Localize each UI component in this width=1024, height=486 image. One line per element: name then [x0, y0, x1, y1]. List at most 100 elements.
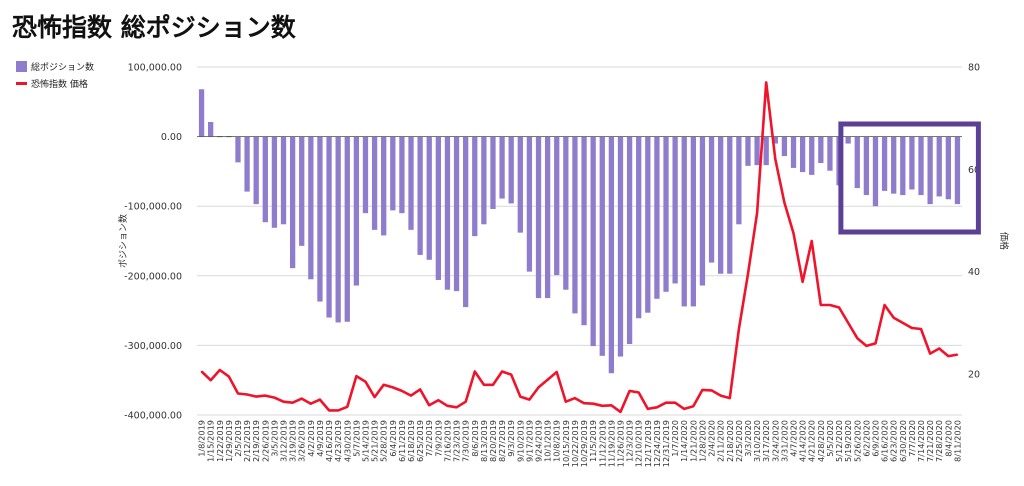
price-point: [346, 406, 349, 408]
price-point: [756, 212, 758, 214]
x-tick-label: 1/7/2020: [670, 420, 680, 457]
bar: [399, 136, 405, 214]
bar: [754, 136, 760, 166]
bar: [854, 136, 860, 189]
y-right-tick-label: 80: [968, 63, 980, 74]
price-point: [546, 378, 549, 381]
legend-item-positions: 総ポジション数: [16, 58, 94, 75]
x-tick-label: 4/9/2019: [315, 420, 325, 457]
bar: [918, 136, 924, 196]
legend: 総ポジション数 恐怖指数 価格: [16, 58, 94, 92]
bar: [617, 136, 624, 357]
price-point: [218, 369, 221, 371]
price-point: [328, 409, 330, 412]
bar: [736, 136, 742, 225]
bar: [362, 136, 369, 214]
price-point: [710, 389, 713, 392]
price-point: [810, 240, 813, 242]
price-point: [728, 397, 731, 399]
bar: [308, 136, 314, 280]
bar: [945, 136, 951, 200]
x-tick-label: 1/22/2019: [215, 420, 225, 462]
bar: [672, 136, 678, 284]
bar: [299, 136, 305, 246]
x-tick-label: 10/8/2019: [552, 420, 562, 462]
y-right-tick-label: 60: [968, 165, 980, 176]
x-tick-label: 10/22/2019: [570, 420, 580, 467]
price-point: [574, 397, 576, 399]
price-point: [273, 396, 276, 399]
x-tick-label: 5/19/2020: [843, 420, 853, 462]
price-point: [455, 406, 458, 409]
x-tick-label: 6/25/2019: [415, 420, 425, 462]
x-tick-label: 7/9/2019: [433, 420, 443, 457]
x-tick-label: 4/16/2019: [324, 420, 334, 462]
x-tick-label: 2/4/2020: [707, 420, 717, 457]
y-right-axis-title: 価格: [998, 232, 1010, 250]
bar: [198, 89, 205, 137]
price-point: [592, 402, 594, 405]
highlight-box: [838, 121, 981, 235]
bar: [554, 136, 560, 276]
bar: [818, 136, 824, 164]
price-point: [938, 347, 941, 350]
x-tick-label: 4/14/2020: [798, 420, 808, 462]
price-point: [947, 355, 950, 357]
price-point: [264, 394, 267, 397]
bar: [763, 136, 769, 166]
chart-title: 恐怖指数 総ポジション数: [12, 13, 296, 42]
x-tick-label: 3/19/2019: [288, 420, 298, 462]
legend-label-positions: 総ポジション数: [31, 63, 95, 73]
price-point: [674, 401, 676, 404]
legend-swatch-bar: [16, 61, 27, 72]
x-tick-label: 5/21/2019: [370, 420, 380, 462]
bar: [790, 136, 797, 168]
price-point: [492, 384, 494, 386]
bar: [772, 136, 778, 144]
bar: [799, 136, 806, 173]
x-tick-label: 11/5/2019: [588, 420, 598, 462]
bar: [381, 136, 387, 236]
bar: [289, 136, 296, 269]
y-right-tick-label: 40: [968, 267, 980, 278]
bar: [344, 136, 350, 322]
price-point: [501, 370, 503, 373]
x-tick-label: 12/3/2019: [625, 420, 635, 462]
x-tick-label: 8/11/2020: [952, 420, 962, 462]
bar: [927, 136, 933, 205]
x-tick-label: 1/14/2020: [679, 420, 689, 462]
x-tick-label: 3/5/2019: [269, 420, 279, 457]
price-point: [801, 281, 804, 283]
y-left-tick-label: -400,000.00: [124, 411, 182, 422]
bar: [636, 136, 642, 319]
price-point: [528, 398, 531, 401]
bar: [872, 136, 879, 207]
price-point: [464, 400, 467, 403]
x-tick-label: 1/29/2019: [224, 420, 234, 462]
bar: [235, 136, 241, 163]
price-point: [410, 394, 412, 397]
x-tick-label: 9/24/2019: [534, 420, 544, 462]
x-tick-label: 12/31/2019: [661, 420, 671, 467]
price-point: [692, 405, 695, 408]
price-point: [282, 400, 285, 403]
x-tick-label: 4/30/2019: [342, 420, 352, 462]
x-tick-label: 7/30/2019: [461, 420, 471, 462]
bar: [472, 136, 478, 237]
price-point: [783, 201, 786, 204]
bar: [681, 136, 687, 307]
x-tick-label: 1/21/2020: [688, 420, 698, 462]
price-point: [300, 397, 303, 400]
x-tick-label: 7/23/2019: [452, 420, 462, 462]
bar: [444, 136, 451, 290]
price-point: [665, 401, 667, 404]
bar: [208, 121, 214, 137]
x-tick-label: 3/3/2020: [743, 420, 753, 457]
price-point: [310, 402, 312, 405]
price-point: [565, 400, 567, 403]
x-tick-label: 12/17/2019: [643, 420, 653, 467]
price-point: [483, 384, 485, 386]
x-tick-label: 7/2/2019: [424, 420, 434, 457]
bar: [317, 136, 323, 302]
bar: [335, 136, 341, 323]
